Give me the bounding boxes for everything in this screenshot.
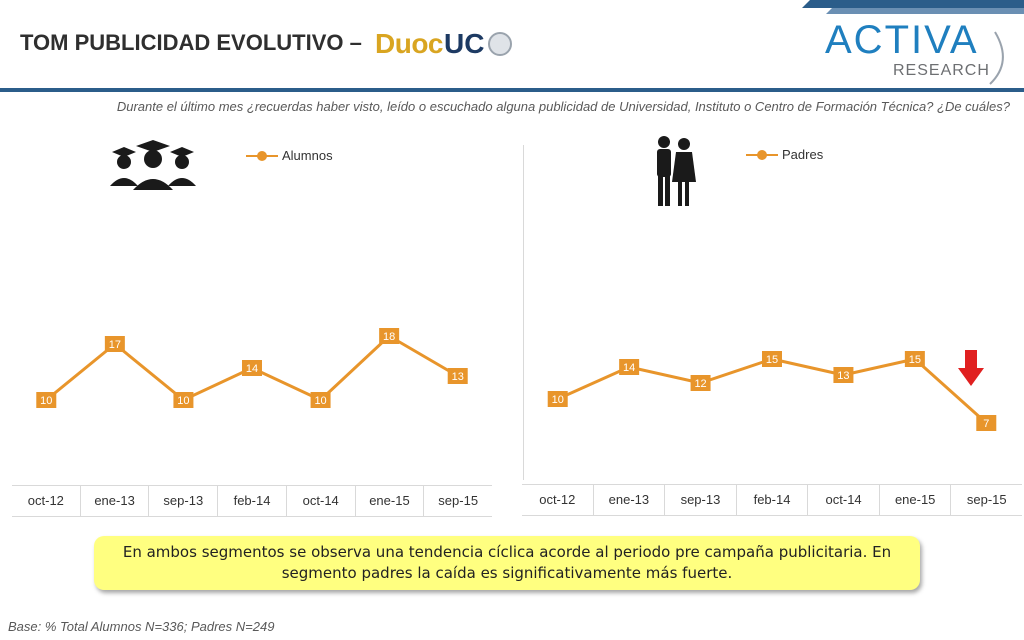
survey-question: Durante el último mes ¿recuerdas haber v… <box>116 99 1010 114</box>
data-label-bg <box>379 328 400 344</box>
x-tick-label: ene-15 <box>878 485 951 515</box>
data-point: 13 <box>447 368 468 384</box>
data-label: 10 <box>40 395 52 407</box>
data-point: 15 <box>762 351 782 367</box>
page-title: TOM PUBLICIDAD EVOLUTIVO – <box>20 30 362 55</box>
x-tick-label: ene-13 <box>79 486 149 516</box>
x-tick-label: sep-15 <box>950 485 1022 515</box>
uc-seal-icon <box>488 32 513 56</box>
data-label: 10 <box>177 395 189 407</box>
data-label-bg <box>242 360 262 376</box>
data-point: 10 <box>173 392 194 408</box>
red-down-arrow-icon <box>958 350 984 386</box>
parents-couple-icon <box>657 136 696 206</box>
data-point: 10 <box>547 391 568 407</box>
x-tick-label: sep-15 <box>423 486 492 516</box>
legend-label: Padres <box>782 147 824 162</box>
data-label-bg <box>904 351 925 367</box>
data-label-bg <box>447 368 468 384</box>
data-label: 14 <box>246 363 258 375</box>
data-label: 17 <box>109 339 121 351</box>
x-tick-label: ene-13 <box>592 485 665 515</box>
data-point: 15 <box>904 351 925 367</box>
header-stripes-decoration <box>802 0 1024 14</box>
data-label-bg <box>36 392 57 408</box>
x-tick-label: feb-14 <box>735 485 808 515</box>
x-axis-alumnos: oct-12 ene-13 sep-13 feb-14 oct-14 ene-15 sep-… <box>12 485 492 517</box>
data-label-bg <box>619 359 640 375</box>
brand-sub: RESEARCH <box>893 62 990 79</box>
data-point: 14 <box>619 359 640 375</box>
data-label: 18 <box>383 331 395 343</box>
data-label: 15 <box>766 354 778 366</box>
data-point: 14 <box>242 360 262 376</box>
data-label-bg <box>104 336 125 352</box>
chart-padres: 10 14 12 15 13 15 7 <box>547 351 997 431</box>
data-label: 10 <box>314 395 326 407</box>
data-label: 10 <box>552 394 564 406</box>
x-tick-label: oct-14 <box>807 485 879 515</box>
panel-divider <box>523 145 524 480</box>
chart-alumnos: 10 17 10 14 10 18 13 <box>36 328 468 408</box>
x-tick-label: oct-12 <box>539 492 576 507</box>
activa-research-logo: ACTIVA RESEARCH <box>825 12 1015 92</box>
legend-alumnos: Alumnos <box>246 148 333 163</box>
data-label-bg <box>976 415 997 431</box>
data-point: 18 <box>379 328 400 344</box>
x-tick-label: ene-15 <box>354 486 424 516</box>
students-graduation-icon <box>110 140 196 190</box>
legend-padres: Padres <box>746 147 823 162</box>
data-label: 7 <box>983 418 989 430</box>
x-tick-label: sep-13 <box>664 485 736 515</box>
data-label-bg <box>762 351 782 367</box>
x-tick-label: feb-14 <box>217 486 286 516</box>
data-label-bg <box>547 391 568 407</box>
x-axis-padres: oct-12 ene-13 sep-13 feb-14 oct-14 ene-15 sep-… <box>522 484 1022 516</box>
x-tick-label: sep-13 <box>148 486 217 516</box>
data-point: 7 <box>976 415 997 431</box>
data-point: 10 <box>310 392 331 408</box>
data-label-bg <box>833 367 854 383</box>
header-divider-bar <box>0 88 1024 92</box>
data-label: 14 <box>623 362 635 374</box>
data-label: 12 <box>694 378 706 390</box>
activa-swoosh-icon <box>989 31 1004 85</box>
data-point: 12 <box>690 375 711 391</box>
duoc-uc-logo: Duoc UC <box>375 26 513 62</box>
legend-marker-icon <box>746 149 778 160</box>
data-label-bg <box>173 392 194 408</box>
brand-name: ACTIVA <box>825 18 979 62</box>
insight-callout: En ambos segmentos se observa una tenden… <box>94 536 920 590</box>
data-point: 13 <box>833 367 854 383</box>
data-point: 10 <box>36 392 57 408</box>
x-tick-label: oct-14 <box>285 486 355 516</box>
data-label: 13 <box>837 370 849 382</box>
logo-duoc-text: Duoc <box>375 28 444 59</box>
legend-label: Alumnos <box>282 148 333 163</box>
logo-uc-text: UC <box>444 28 485 59</box>
x-tick-label: oct-12 <box>27 493 64 508</box>
data-label: 13 <box>452 371 464 383</box>
data-label-bg <box>310 392 331 408</box>
legend-marker-icon <box>246 150 278 161</box>
data-point: 17 <box>104 336 125 352</box>
base-note: Base: % Total Alumnos N=336; Padres N=24… <box>8 619 275 634</box>
data-label: 15 <box>909 354 921 366</box>
data-label-bg <box>690 375 711 391</box>
